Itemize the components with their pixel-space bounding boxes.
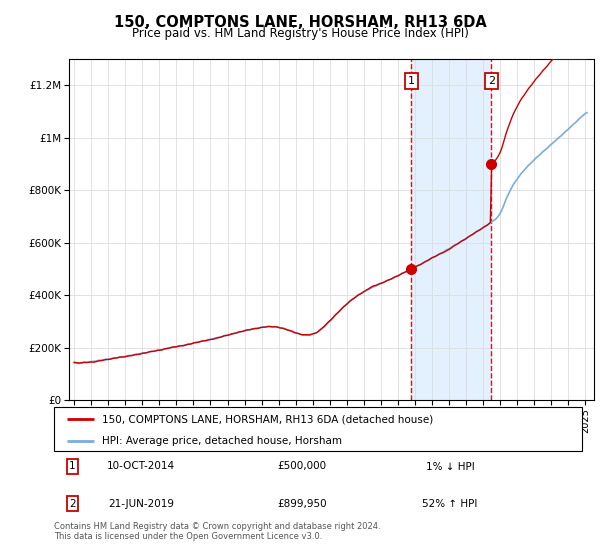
Text: 1% ↓ HPI: 1% ↓ HPI <box>425 461 475 472</box>
Text: 52% ↑ HPI: 52% ↑ HPI <box>422 499 478 509</box>
Text: Contains HM Land Registry data © Crown copyright and database right 2024.
This d: Contains HM Land Registry data © Crown c… <box>54 522 380 542</box>
Text: 21-JUN-2019: 21-JUN-2019 <box>108 499 174 509</box>
Text: 2: 2 <box>488 76 495 86</box>
Text: Price paid vs. HM Land Registry's House Price Index (HPI): Price paid vs. HM Land Registry's House … <box>131 27 469 40</box>
Text: 150, COMPTONS LANE, HORSHAM, RH13 6DA: 150, COMPTONS LANE, HORSHAM, RH13 6DA <box>113 15 487 30</box>
Text: 150, COMPTONS LANE, HORSHAM, RH13 6DA (detached house): 150, COMPTONS LANE, HORSHAM, RH13 6DA (d… <box>101 414 433 424</box>
Text: HPI: Average price, detached house, Horsham: HPI: Average price, detached house, Hors… <box>101 436 341 446</box>
Text: £500,000: £500,000 <box>278 461 327 472</box>
Text: 2: 2 <box>69 499 76 509</box>
Bar <box>411 59 491 400</box>
Text: 10-OCT-2014: 10-OCT-2014 <box>107 461 175 472</box>
Text: 1: 1 <box>408 76 415 86</box>
Text: £899,950: £899,950 <box>277 499 327 509</box>
FancyBboxPatch shape <box>54 407 582 451</box>
Text: 1: 1 <box>69 461 76 472</box>
